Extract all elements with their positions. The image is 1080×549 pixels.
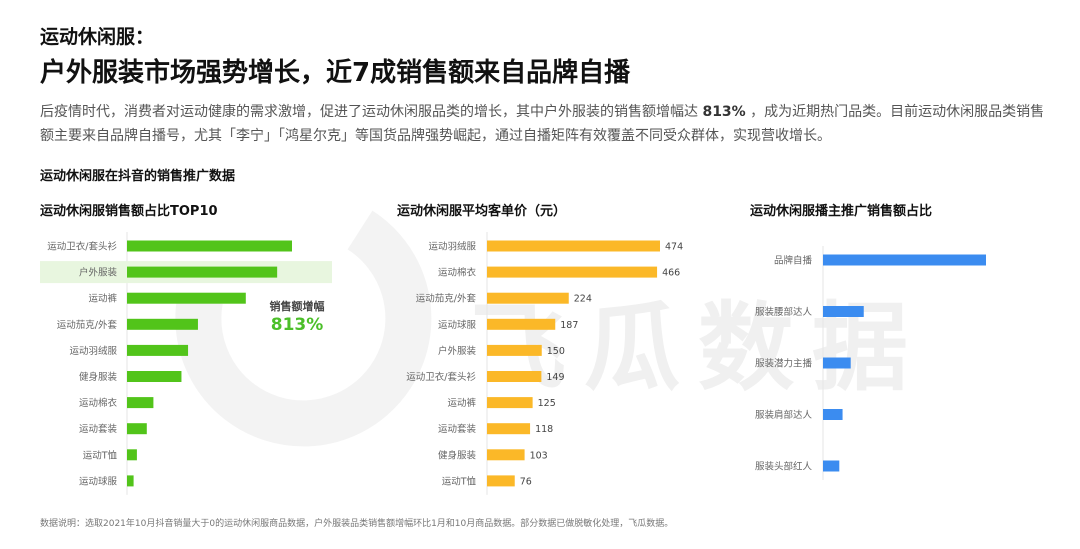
chart2-value-label: 118	[535, 424, 553, 435]
chart1-bar	[127, 240, 292, 252]
chart2-category-label: 运动茄克/外套	[416, 293, 477, 305]
chart1-category-label: 运动球服	[79, 475, 118, 487]
chart2-value-label: 224	[574, 294, 592, 305]
chart3-bar	[823, 409, 843, 420]
chart1-category-label: 户外服装	[79, 267, 118, 279]
chart1-category-label: 运动茄克/外套	[57, 319, 118, 331]
chart1-category-label: 运动卫衣/套头衫	[47, 241, 117, 253]
chart2-value-label: 103	[530, 450, 548, 461]
intro-text-1: 后疫情时代，消费者对运动健康的需求激增，促进了运动休闲服品类的增长，其中户外服装…	[40, 104, 703, 120]
chart2-bar	[487, 423, 531, 435]
chart1-category-label: 运动棉衣	[79, 397, 118, 409]
page-title: 户外服装市场强势增长，近7成销售额来自品牌自播	[40, 58, 631, 88]
chart1-category-label: 运动羽绒服	[69, 345, 117, 357]
chart1-bar	[127, 318, 198, 330]
chart3-bar	[823, 357, 851, 369]
chart3-bar	[823, 306, 864, 317]
chart2-category-label: 运动T恤	[442, 475, 477, 487]
chart1-category-label: 运动T恤	[83, 449, 118, 461]
chart1-bar	[127, 449, 137, 461]
chart3-category-label: 服装头部红人	[755, 461, 813, 473]
chart2-category-label: 运动套装	[438, 423, 477, 435]
chart2-value-label: 150	[547, 346, 565, 357]
chart2-bar	[487, 397, 533, 409]
chart3-bar	[823, 254, 986, 266]
section-title: 运动休闲服在抖音的销售推广数据	[40, 169, 236, 184]
chart1-category-label: 运动套装	[79, 423, 118, 435]
chart2-category-label: 运动裤	[447, 397, 476, 409]
chart1-title: 运动休闲服销售额占比TOP10	[40, 204, 218, 219]
chart2-bar	[487, 266, 658, 278]
footnote: 数据说明：选取2021年10月抖音销量大于0的运动休闲服商品数据，户外服装品类销…	[40, 519, 674, 529]
chart1-bar	[127, 371, 182, 382]
chart2-bar	[487, 475, 515, 487]
chart2-category-label: 运动羽绒服	[428, 241, 476, 253]
chart1-bar	[127, 266, 278, 278]
growth-callout: 销售额增幅 813%	[262, 298, 332, 335]
chart3-title: 运动休闲服播主推广销售额占比	[750, 204, 933, 219]
chart2-value-label: 125	[538, 398, 556, 409]
chart1-category-label: 健身服装	[79, 371, 118, 383]
chart2-category-label: 运动棉衣	[438, 267, 477, 279]
chart2-bar	[487, 292, 569, 304]
chart3-category-label: 服装潜力主播	[755, 358, 813, 370]
chart3-category-label: 服装腰部达人	[755, 306, 813, 318]
intro-highlight: 813%	[702, 104, 746, 120]
chart3-category-label: 服装肩部达人	[755, 409, 813, 421]
chart2-value-label: 474	[665, 242, 683, 253]
chart2-bar	[487, 318, 556, 330]
chart2-category-label: 运动卫衣/套头衫	[406, 371, 476, 383]
growth-callout-label: 销售额增幅	[269, 300, 325, 313]
chart1-bar	[127, 397, 154, 409]
chart2-value-label: 76	[520, 476, 532, 487]
chart2-value-label: 187	[560, 320, 578, 331]
chart2-category-label: 运动球服	[438, 319, 477, 331]
chart2-bar	[487, 449, 525, 461]
chart2-bar	[487, 371, 542, 382]
intro-paragraph: 后疫情时代，消费者对运动健康的需求激增，促进了运动休闲服品类的增长，其中户外服装…	[40, 100, 1050, 148]
chart2-title: 运动休闲服平均客单价（元）	[397, 204, 567, 219]
chart3-category-label: 品牌自播	[774, 255, 813, 267]
chart1-bar	[127, 344, 189, 356]
chart2-bar	[487, 344, 542, 356]
chart2-bar	[487, 240, 660, 252]
chart1-bar	[127, 423, 147, 435]
header-kicker: 运动休闲服：	[40, 26, 155, 48]
growth-callout-value: 813%	[270, 315, 324, 335]
chart2-category-label: 户外服装	[438, 345, 477, 357]
chart2-value-label: 149	[546, 372, 564, 383]
chart1-category-label: 运动裤	[88, 293, 117, 305]
chart2-value-label: 466	[662, 268, 680, 279]
intro-text-2: ，成为近期热门品类。目前运动休闲服品类销售额主要来自品牌自播号，尤其「李宁」「鸿…	[40, 104, 1045, 144]
chart2-category-label: 健身服装	[438, 449, 477, 461]
chart3-bar	[823, 460, 840, 472]
chart1-bar	[127, 292, 246, 304]
chart1-bar	[127, 475, 134, 487]
